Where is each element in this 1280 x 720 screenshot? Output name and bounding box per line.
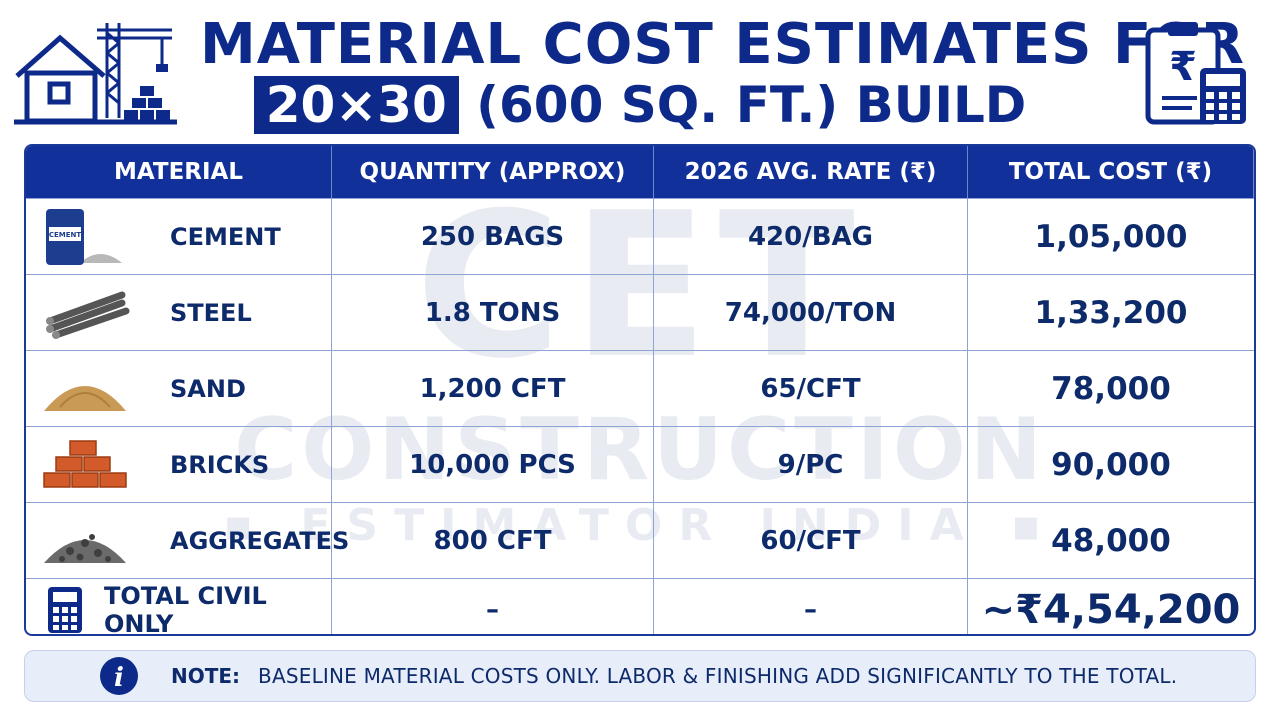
header-material: MATERIAL bbox=[26, 146, 332, 198]
total-quantity-cell: – bbox=[332, 579, 654, 634]
rate-cell: 420/BAG bbox=[654, 199, 968, 274]
page-title-line1: MATERIAL COST ESTIMATES FOR bbox=[200, 12, 1245, 77]
calculator-icon bbox=[48, 586, 82, 633]
total-cell: 1,05,000 bbox=[1034, 218, 1188, 255]
material-cell: AGGREGATES bbox=[26, 503, 349, 578]
title-highlight: 20×30 bbox=[253, 76, 459, 134]
total-rate-cell: – bbox=[654, 579, 968, 634]
quantity-cell: 800 CFT bbox=[332, 503, 654, 578]
header-total: TOTAL COST (₹) bbox=[968, 146, 1254, 198]
table-row: SAND 1,200 CFT 65/CFT 78,000 bbox=[26, 350, 1254, 426]
grand-total-cell: ~₹4,54,200 bbox=[981, 586, 1241, 633]
note-text: BASELINE MATERIAL COSTS ONLY. LABOR & FI… bbox=[258, 664, 1178, 688]
note-label: NOTE: bbox=[171, 664, 241, 688]
material-name: AGGREGATES bbox=[170, 526, 350, 555]
quantity-cell: 250 BAGS bbox=[332, 199, 654, 274]
material-name: SAND bbox=[170, 374, 246, 403]
rate-cell: 9/PC bbox=[654, 427, 968, 502]
total-label: TOTAL CIVIL ONLY bbox=[104, 581, 267, 636]
table-header-row: MATERIAL QUANTITY (APPROX) 2026 AVG. RAT… bbox=[26, 146, 1254, 198]
rupee-clipboard-calculator-icon: ₹ bbox=[1145, 22, 1246, 125]
rate-cell: 65/CFT bbox=[654, 351, 968, 426]
material-name: BRICKS bbox=[170, 450, 270, 479]
total-label-cell: TOTAL CIVIL ONLY bbox=[26, 579, 332, 636]
table-row: BRICKS 10,000 PCS 9/PC 90,000 bbox=[26, 426, 1254, 502]
steel-rods-icon bbox=[46, 291, 130, 339]
cement-bag-icon: CEMENT bbox=[46, 208, 122, 265]
material-name: CEMENT bbox=[170, 222, 281, 251]
total-cell: 48,000 bbox=[1051, 522, 1171, 559]
cost-table: MATERIAL QUANTITY (APPROX) 2026 AVG. RAT… bbox=[24, 144, 1256, 636]
header-quantity: QUANTITY (APPROX) bbox=[332, 146, 654, 198]
page-title-line2: 20×30 (600 SQ. FT.) BUILD bbox=[200, 76, 1080, 134]
svg-text:i: i bbox=[114, 663, 124, 693]
quantity-cell: 1.8 TONS bbox=[332, 275, 654, 350]
rate-cell: 74,000/TON bbox=[654, 275, 968, 350]
material-name: STEEL bbox=[170, 298, 252, 327]
aggregates-pile-icon bbox=[44, 533, 126, 563]
header: MATERIAL COST ESTIMATES FOR 20×30 (600 S… bbox=[0, 0, 1280, 140]
rate-cell: 60/CFT bbox=[654, 503, 968, 578]
table-row: CEMENT CEMENT 250 BAGS 420/BAG 1,05,000 bbox=[26, 198, 1254, 274]
quantity-cell: 1,200 CFT bbox=[332, 351, 654, 426]
material-cell: SAND bbox=[26, 351, 332, 426]
house-crane-icon bbox=[14, 23, 177, 125]
title-line2-rest: (600 SQ. FT.) BUILD bbox=[458, 76, 1027, 134]
material-cell: BRICKS bbox=[26, 427, 332, 502]
info-icon: i bbox=[100, 657, 138, 695]
table-row: STEEL 1.8 TONS 74,000/TON 1,33,200 bbox=[26, 274, 1254, 350]
material-cell: STEEL bbox=[26, 275, 332, 350]
header-rate: 2026 AVG. RATE (₹) bbox=[654, 146, 968, 198]
total-cell: 90,000 bbox=[1051, 446, 1171, 483]
table-row: AGGREGATES 800 CFT 60/CFT 48,000 bbox=[26, 502, 1254, 578]
total-cell: 78,000 bbox=[1051, 370, 1171, 407]
material-cell: CEMENT CEMENT bbox=[26, 199, 332, 274]
table-total-row: TOTAL CIVIL ONLY – – ~₹4,54,200 bbox=[26, 578, 1254, 636]
bricks-icon bbox=[43, 439, 127, 488]
svg-text:₹: ₹ bbox=[1169, 44, 1197, 90]
svg-text:CEMENT: CEMENT bbox=[49, 231, 82, 239]
total-cell: 1,33,200 bbox=[1034, 294, 1188, 331]
quantity-cell: 10,000 PCS bbox=[332, 427, 654, 502]
note-box: i NOTE: BASELINE MATERIAL COSTS ONLY. LA… bbox=[24, 650, 1256, 702]
sand-pile-icon bbox=[44, 385, 126, 411]
